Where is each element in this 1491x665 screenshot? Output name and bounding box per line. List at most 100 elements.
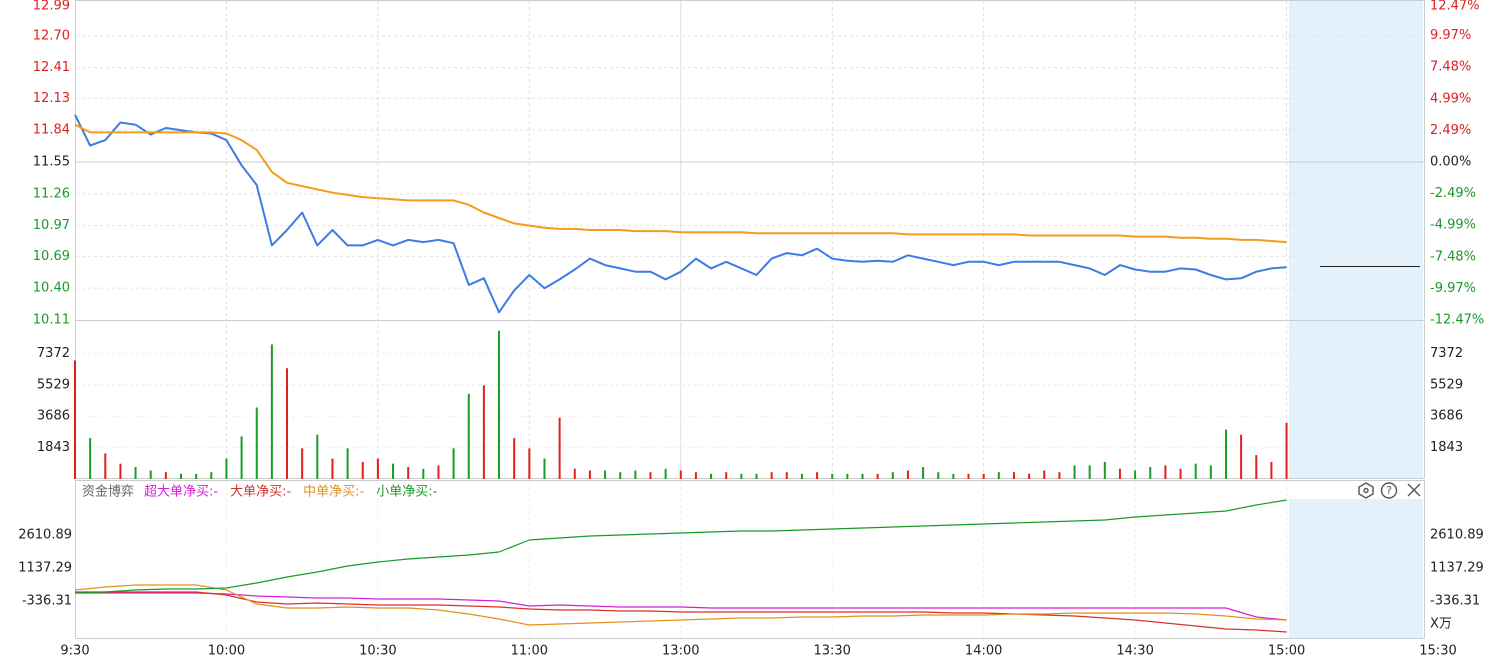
volume-bar bbox=[891, 472, 894, 479]
y2-tick-label: 2.49% bbox=[1430, 123, 1471, 138]
volume-bar bbox=[180, 473, 183, 479]
y-tick-label: 1843 bbox=[37, 440, 70, 455]
volume-bar bbox=[710, 473, 713, 479]
volume-bar bbox=[725, 472, 728, 479]
y2-tick-label: -9.97% bbox=[1430, 281, 1476, 296]
y-tick-label: 12.13 bbox=[33, 91, 70, 106]
y-tick-label: 11.55 bbox=[33, 155, 70, 170]
x-tick-label: 13:30 bbox=[813, 644, 850, 659]
series-line bbox=[74, 114, 1287, 314]
y2-tick-label: 1843 bbox=[1430, 440, 1463, 455]
volume-bar bbox=[1224, 429, 1227, 479]
x-tick-label: 14:30 bbox=[1116, 644, 1153, 659]
x-tick-label: 10:30 bbox=[359, 644, 396, 659]
x-tick-label: 15:00 bbox=[1268, 644, 1305, 659]
after-hours-area bbox=[1289, 499, 1423, 638]
y-tick-label: 11.26 bbox=[33, 186, 70, 201]
y-tick-label: 10.11 bbox=[33, 313, 70, 328]
volume-bar bbox=[513, 438, 516, 479]
x-tick-label: 15:30 bbox=[1419, 644, 1456, 659]
volume-bar bbox=[573, 468, 576, 479]
legend-title: 资金博弈 bbox=[82, 484, 134, 500]
volume-bar bbox=[800, 473, 803, 479]
volume-bar bbox=[861, 473, 864, 479]
volume-bar bbox=[649, 472, 652, 479]
y-tick-label: 7372 bbox=[37, 346, 70, 361]
volume-bar bbox=[846, 473, 849, 479]
volume-bar bbox=[270, 344, 273, 479]
series-line bbox=[75, 591, 1287, 633]
volume-bar bbox=[422, 468, 425, 479]
y2-tick-label: 2610.89 bbox=[1430, 527, 1484, 542]
volume-bar bbox=[528, 448, 531, 479]
unit-label: X万 bbox=[1430, 617, 1452, 632]
y-tick-label: 12.99 bbox=[33, 0, 70, 14]
volume-bar bbox=[906, 470, 909, 479]
y2-tick-label: 0.00% bbox=[1430, 155, 1471, 170]
volume-bar bbox=[1028, 473, 1031, 479]
volume-bar bbox=[604, 470, 607, 479]
legend-entry: 小单净买:- bbox=[376, 485, 437, 500]
y2-tick-label: -2.49% bbox=[1430, 186, 1476, 201]
y-tick-label: 5529 bbox=[37, 377, 70, 392]
y2-tick-label: 12.47% bbox=[1430, 0, 1480, 14]
volume-bar bbox=[937, 472, 940, 479]
x-tick-label: 13:00 bbox=[662, 644, 699, 659]
volume-bar bbox=[104, 453, 107, 479]
close-icon[interactable] bbox=[1407, 483, 1421, 497]
help-icon[interactable] bbox=[1380, 482, 1398, 499]
volume-bar bbox=[1164, 465, 1167, 479]
volume-bar bbox=[1240, 434, 1243, 479]
x-tick-label: 10:00 bbox=[208, 644, 245, 659]
help-icon-mark: ? bbox=[1386, 484, 1392, 497]
y-tick-label: 10.69 bbox=[33, 249, 70, 264]
y-tick-label: 3686 bbox=[37, 409, 70, 424]
after-hours-area bbox=[1289, 1, 1423, 478]
volume-bar bbox=[1103, 461, 1106, 479]
volume-bar bbox=[1012, 472, 1015, 479]
volume-bar bbox=[149, 470, 152, 479]
volume-bar bbox=[361, 461, 364, 479]
volume-bar bbox=[664, 468, 667, 479]
volume-bar bbox=[467, 393, 470, 479]
y-tick-label: -336.31 bbox=[22, 594, 72, 609]
y-tick-label: 11.84 bbox=[33, 123, 70, 138]
legend-entry: 大单净买:- bbox=[230, 485, 291, 500]
volume-bar bbox=[619, 472, 622, 479]
volume-bar bbox=[785, 472, 788, 479]
fund-panel-frame bbox=[75, 480, 1425, 639]
volume-bar bbox=[543, 458, 546, 479]
volume-bar bbox=[770, 472, 773, 479]
volume-bar bbox=[1285, 422, 1288, 479]
y2-tick-label: 7372 bbox=[1430, 346, 1463, 361]
series-line bbox=[74, 499, 1287, 594]
x-tick-label: 11:00 bbox=[511, 644, 548, 659]
volume-bar bbox=[225, 458, 228, 479]
y-tick-label: 10.40 bbox=[33, 281, 70, 296]
volume-bar bbox=[240, 436, 243, 479]
volume-bar bbox=[195, 473, 198, 479]
y2-tick-label: -12.47% bbox=[1430, 313, 1484, 328]
series-line bbox=[74, 123, 1287, 244]
volume-bar bbox=[1270, 461, 1273, 479]
volume-bar bbox=[316, 434, 319, 479]
volume-bar bbox=[331, 458, 334, 479]
volume-bar bbox=[740, 473, 743, 479]
series-line bbox=[74, 584, 1287, 626]
y-tick-label: 12.41 bbox=[33, 60, 70, 75]
toolbar-icons[interactable]: ? bbox=[1358, 482, 1421, 499]
volume-bar bbox=[286, 368, 289, 479]
y-tick-label: 12.70 bbox=[33, 28, 70, 43]
volume-bar bbox=[634, 470, 637, 479]
y2-tick-label: 1137.29 bbox=[1430, 560, 1484, 575]
volume-bar bbox=[922, 467, 925, 479]
volume-bar bbox=[1179, 468, 1182, 479]
volume-bar bbox=[1058, 472, 1061, 479]
price-panel-frame bbox=[75, 0, 1425, 479]
settings-icon-dot bbox=[1363, 487, 1369, 494]
volume-bar bbox=[498, 330, 501, 479]
y2-tick-label: -336.31 bbox=[1430, 594, 1480, 609]
y2-tick-label: 3686 bbox=[1430, 409, 1463, 424]
settings-icon[interactable] bbox=[1358, 482, 1374, 499]
